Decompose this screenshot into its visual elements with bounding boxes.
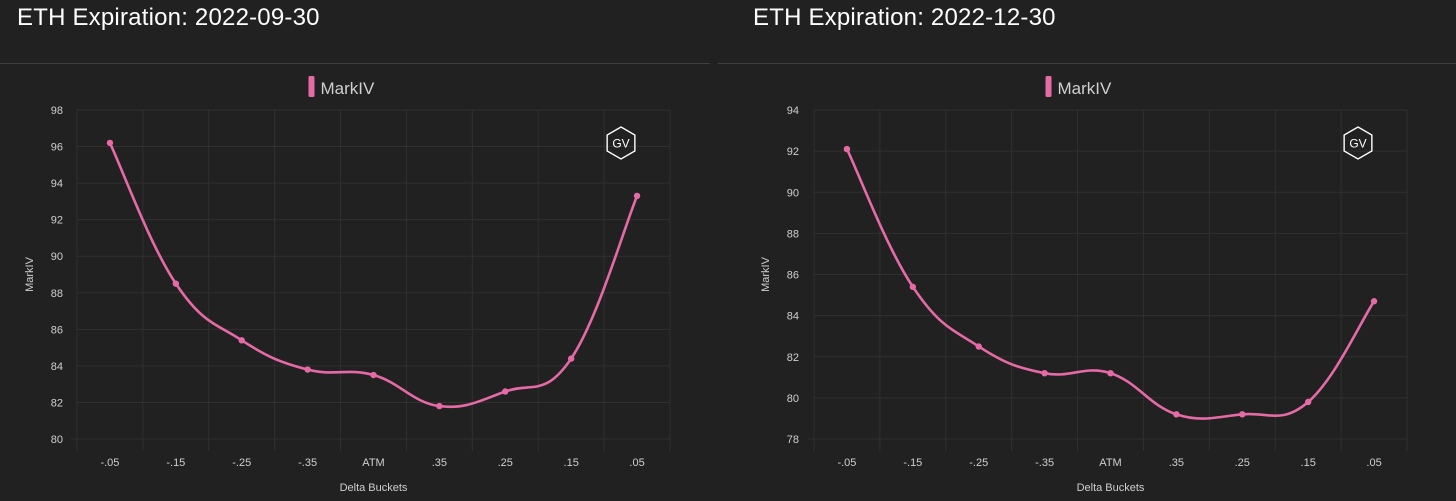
watermark-text: GV: [1349, 137, 1366, 151]
series-line: [845, 147, 1376, 420]
data-point: [1173, 411, 1180, 418]
data-point: [304, 366, 311, 373]
chart-panel-left: ETH Expiration: 2022-09-30 80 82 84 86 88 90 9…: [0, 0, 710, 501]
y-tick-label: 98: [51, 105, 63, 117]
y-tick-label: 80: [51, 434, 63, 446]
legend: MarkIV: [308, 76, 376, 98]
x-tick-label: .15: [1301, 457, 1316, 469]
y-tick-label: 86: [787, 270, 799, 282]
y-tick-label: 84: [787, 311, 799, 323]
x-tick-label: .25: [498, 457, 513, 469]
x-tick-label: .35: [1169, 457, 1184, 469]
hexagon-icon: [606, 126, 636, 160]
data-point: [1107, 370, 1114, 377]
data-point: [1041, 370, 1048, 377]
data-point: [502, 388, 509, 395]
x-tick-label: .05: [629, 457, 644, 469]
x-tick-label: -.15: [166, 457, 185, 469]
y-axis-title: MarkIV: [760, 256, 772, 292]
iv-smile-chart-dec: 78 80 82 84 86 88 90 92 94 -.05 -.15 -.25 -.35 ATM .35…: [760, 76, 1408, 494]
legend-swatch: [308, 76, 315, 97]
y-tick-label: 88: [51, 288, 63, 300]
title-divider: [0, 63, 710, 64]
data-point: [1239, 411, 1246, 418]
legend-label: MarkIV: [321, 79, 376, 98]
x-tick-label: -.35: [1035, 457, 1054, 469]
data-point: [1370, 298, 1378, 305]
y-tick-label: 84: [51, 361, 63, 373]
data-point: [1304, 398, 1312, 406]
x-tick-label: .25: [1235, 457, 1250, 469]
data-point: [843, 145, 851, 153]
x-tick-label: -.15: [903, 457, 922, 469]
gv-watermark-logo: GV: [1343, 126, 1373, 160]
x-tick-label: .15: [564, 457, 579, 469]
chart-title: ETH Expiration: 2022-09-30: [17, 4, 320, 31]
data-point: [436, 402, 443, 410]
data-point: [567, 355, 575, 362]
x-axis-title: Delta Buckets: [340, 482, 408, 494]
data-point: [172, 280, 180, 287]
y-tick-label: 94: [787, 105, 799, 117]
data-point: [106, 139, 114, 147]
iv-smile-chart-sep: 80 82 84 86 88 90 92 94 96 98 -.05 -.15 -.25 -.35 ATM.…: [24, 76, 671, 494]
x-tick-label: -.05: [837, 457, 856, 469]
series-line: [108, 141, 639, 409]
gv-watermark-logo: GV: [606, 126, 636, 160]
watermark-text: GV: [612, 137, 629, 151]
x-tick-label: ATM: [1099, 457, 1121, 469]
legend-swatch: [1045, 76, 1052, 97]
x-tick-label: -.25: [232, 457, 251, 469]
grid: [71, 109, 671, 451]
legend: MarkIV: [1045, 76, 1113, 98]
x-tick-label: -.25: [969, 457, 988, 469]
data-point: [370, 371, 377, 379]
y-tick-label: 92: [51, 215, 63, 227]
data-point: [909, 283, 917, 291]
y-tick-label: 90: [51, 251, 63, 263]
y-tick-label: 94: [51, 178, 63, 190]
x-tick-label: ATM: [362, 457, 384, 469]
title-divider: [718, 63, 1456, 64]
y-tick-label: 90: [787, 187, 799, 199]
grid: [808, 109, 1408, 451]
x-tick-label: -.35: [298, 457, 317, 469]
x-tick-label: -.05: [100, 457, 119, 469]
y-tick-label: 86: [51, 324, 63, 336]
y-tick-label: 92: [787, 146, 799, 158]
data-point: [975, 343, 982, 350]
y-tick-label: 82: [51, 397, 63, 409]
y-tick-label: 80: [787, 393, 799, 405]
y-tick-label: 82: [787, 352, 799, 364]
chart-title: ETH Expiration: 2022-12-30: [753, 4, 1056, 31]
data-point: [633, 192, 641, 200]
hexagon-icon: [1343, 126, 1373, 160]
x-axis-title: Delta Buckets: [1077, 482, 1145, 494]
chart-panel-right: ETH Expiration: 2022-12-30 78 80 82 84 86 88 9…: [716, 0, 1456, 501]
data-point: [238, 337, 245, 344]
y-tick-label: 96: [51, 142, 63, 154]
y-tick-label: 88: [787, 228, 799, 240]
legend-label: MarkIV: [1058, 79, 1113, 98]
x-tick-label: .35: [432, 457, 447, 469]
y-tick-label: 78: [787, 434, 799, 446]
y-axis-title: MarkIV: [24, 256, 36, 292]
x-tick-label: .05: [1366, 457, 1381, 469]
